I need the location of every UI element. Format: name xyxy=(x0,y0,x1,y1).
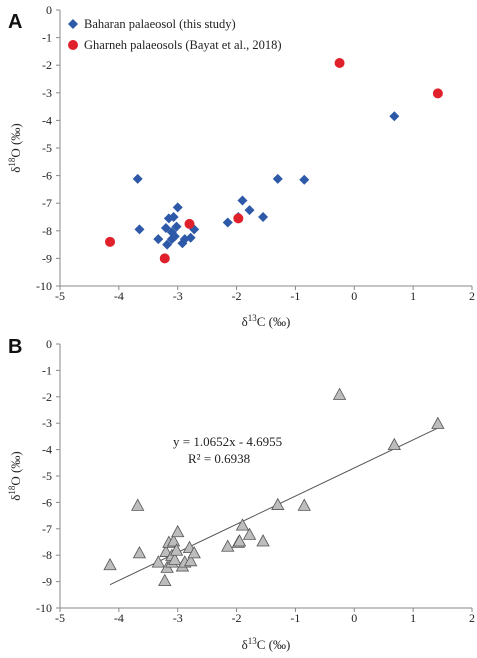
x-tick-label: 0 xyxy=(351,611,357,625)
y-tick-label: -3 xyxy=(42,416,52,430)
legend-entry-gharneh: Gharneh palaeosols (Bayat et al., 2018) xyxy=(84,38,282,52)
data-point-triangle xyxy=(387,437,401,451)
data-point-diamond xyxy=(134,224,145,235)
legend: Baharan palaeosol (this study) Gharneh p… xyxy=(68,17,282,52)
x-tick-label: -5 xyxy=(55,289,65,303)
x-tick-label: -2 xyxy=(232,289,242,303)
data-point-triangle xyxy=(232,534,247,547)
data-point-diamond xyxy=(258,212,269,222)
x-tick-label: 2 xyxy=(469,611,475,625)
data-point-circle xyxy=(159,253,170,264)
panel-b-chart: 0-1-2-3-4-5-6-7-8-9-10-5 -4 -3 -2 -1 0 1 2δ13C … xyxy=(7,337,475,652)
y-tick-label: -5 xyxy=(42,141,52,155)
x-tick-label: 1 xyxy=(410,611,416,625)
y-tick-label: -5 xyxy=(42,469,52,483)
y-tick-label: -2 xyxy=(42,58,52,72)
data-point-diamond xyxy=(185,232,196,243)
y-tick-label: -1 xyxy=(42,363,52,377)
data-point-triangle xyxy=(242,527,257,540)
data-point-triangle xyxy=(171,524,185,538)
x-tick-label: -1 xyxy=(290,611,300,625)
data-point-triangle xyxy=(183,553,198,567)
y-tick-label: -8 xyxy=(42,548,52,562)
legend-entry-baharan: Baharan palaeosol (this study) xyxy=(84,17,236,31)
data-point-triangle xyxy=(297,498,311,511)
legend-diamond-marker xyxy=(68,19,78,29)
regression-equation: y = 1.0652x - 4.6955 xyxy=(173,434,282,449)
data-point-triangle xyxy=(169,543,184,556)
data-point-triangle xyxy=(151,555,165,568)
data-point-triangle xyxy=(168,552,182,565)
data-point-triangle xyxy=(187,546,201,559)
data-point-diamond xyxy=(272,173,283,184)
x-tick-label: -4 xyxy=(114,289,124,303)
y-tick-label: 0 xyxy=(46,3,52,17)
data-point-circle xyxy=(334,57,345,68)
data-point-diamond xyxy=(299,174,310,185)
y-tick-label: -7 xyxy=(42,196,52,210)
data-point-triangle xyxy=(332,387,347,400)
x-axis-title: δ13C (‰) xyxy=(242,313,291,329)
y-tick-label: -10 xyxy=(36,601,52,615)
data-point-triangle xyxy=(159,544,173,557)
panel-letter-a: A xyxy=(8,11,22,33)
data-point-diamond xyxy=(153,234,164,245)
data-point-circle xyxy=(233,213,244,224)
y-tick-label: -8 xyxy=(42,224,52,238)
x-tick-label: -3 xyxy=(173,611,183,625)
data-point-triangle xyxy=(256,534,270,547)
data-point-diamond xyxy=(389,111,400,122)
legend-circle-marker xyxy=(68,40,78,50)
y-axis-title: δ18O (‰) xyxy=(7,451,23,500)
data-point-diamond xyxy=(168,212,179,222)
data-point-triangle xyxy=(271,497,285,510)
data-point-triangle xyxy=(166,534,181,547)
y-tick-label: -9 xyxy=(42,575,52,589)
data-point-diamond xyxy=(160,223,171,234)
data-point-circle xyxy=(105,236,116,247)
x-tick-label: 2 xyxy=(469,289,475,303)
data-point-triangle xyxy=(235,518,250,531)
y-tick-label: -6 xyxy=(42,169,52,183)
data-point-diamond xyxy=(132,173,143,184)
panel-a-chart: 0-1-2-3-4-5-6-7-8-9-10-5 -4 -3 -2 -1 0 1 2δ13C … xyxy=(7,3,475,329)
x-axis-title: δ13C (‰) xyxy=(242,636,291,652)
data-point-triangle xyxy=(431,416,445,429)
panel-letter-b: B xyxy=(8,336,22,358)
y-tick-label: -6 xyxy=(42,495,52,509)
data-point-circle xyxy=(432,88,443,99)
data-point-diamond xyxy=(169,231,180,242)
data-point-triangle xyxy=(221,539,235,552)
x-tick-label: -4 xyxy=(114,611,124,625)
data-point-circle xyxy=(184,218,195,229)
data-point-triangle xyxy=(103,557,117,571)
x-tick-label: -5 xyxy=(55,611,65,625)
data-point-triangle xyxy=(131,498,145,511)
y-tick-label: -3 xyxy=(42,86,52,100)
data-point-diamond xyxy=(237,195,248,206)
y-tick-label: -9 xyxy=(42,251,52,265)
x-tick-label: -1 xyxy=(290,289,300,303)
r-squared-label: R² = 0.6938 xyxy=(188,451,250,466)
data-point-diamond xyxy=(222,217,233,228)
data-point-diamond xyxy=(244,205,255,216)
x-tick-label: -3 xyxy=(173,289,183,303)
y-tick-label: -2 xyxy=(42,390,52,404)
data-point-diamond xyxy=(162,239,173,250)
y-tick-label: -4 xyxy=(42,443,52,457)
data-point-triangle xyxy=(132,546,147,559)
y-tick-label: -10 xyxy=(36,279,52,293)
data-point-diamond xyxy=(171,221,182,232)
x-tick-label: 1 xyxy=(410,289,416,303)
y-tick-label: 0 xyxy=(46,337,52,351)
y-tick-label: -4 xyxy=(42,113,52,127)
data-point-diamond xyxy=(172,202,183,213)
x-tick-label: -2 xyxy=(232,611,242,625)
data-point-triangle xyxy=(158,573,172,586)
y-tick-label: -7 xyxy=(42,522,52,536)
y-tick-label: -1 xyxy=(42,31,52,45)
x-tick-label: 0 xyxy=(351,289,357,303)
y-axis-title: δ18O (‰) xyxy=(7,123,23,172)
